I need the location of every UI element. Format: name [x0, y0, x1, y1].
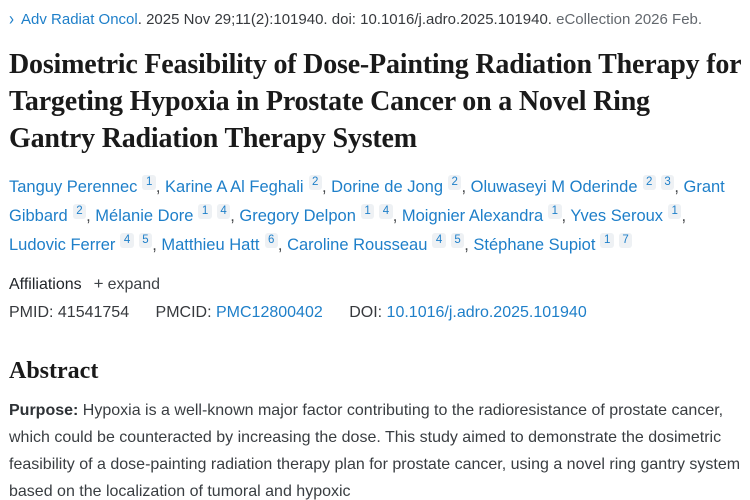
journal-toggle-chevron-icon[interactable]: › [9, 8, 14, 30]
author-separator: , [152, 236, 162, 254]
author-affiliation-sup[interactable]: 4 [216, 204, 231, 219]
author-link[interactable]: Tanguy Perennec [9, 178, 138, 196]
author-link[interactable]: Yves Seroux [570, 207, 664, 225]
pmid-segment: PMID: 41541754 [9, 304, 129, 321]
pmcid-label: PMCID: [155, 304, 212, 321]
affiliations-expand-button[interactable]: + expand [94, 272, 160, 297]
author-separator: , [155, 178, 166, 196]
author-separator: , [681, 207, 687, 225]
doi-segment: DOI: 10.1016/j.adro.2025.101940 [349, 304, 587, 321]
author-separator: , [321, 178, 332, 196]
affiliations-row: Affiliations + expand [9, 272, 742, 297]
author-separator: , [230, 207, 240, 225]
pmid-label: PMID: [9, 304, 54, 321]
author-link[interactable]: Moignier Alexandra [401, 207, 544, 225]
abstract-purpose-text: Hypoxia is a well-known major factor con… [9, 402, 741, 500]
author-link[interactable]: Gregory Delpon [239, 207, 356, 225]
author-link[interactable]: Grant Gibbard [9, 178, 725, 225]
author-link[interactable]: Mélanie Dore [95, 207, 194, 225]
author-list: Tanguy Perennec 1, Karine A Al Feghali 2, … [9, 173, 742, 260]
author-affiliation-sup[interactable]: 1 [360, 204, 375, 219]
author-affiliation-sup[interactable]: 1 [668, 204, 682, 219]
author-affiliation-sup[interactable]: 5 [138, 233, 153, 248]
author-link[interactable]: Ludovic Ferrer [9, 236, 116, 254]
author-link[interactable]: Dorine de Jong [331, 178, 444, 196]
author-link[interactable]: Stéphane Supiot [473, 236, 596, 254]
author-affiliation-sup[interactable]: 4 [379, 204, 393, 219]
pmcid-link[interactable]: PMC12800402 [216, 304, 323, 321]
doi-label: DOI: [349, 304, 383, 321]
pmcid-segment: PMCID: PMC12800402 [156, 304, 323, 321]
author-affiliation-sup[interactable]: 7 [618, 233, 633, 248]
author-separator: , [392, 207, 402, 225]
plus-icon: + [93, 274, 104, 293]
author-affiliation-sup[interactable]: 3 [660, 175, 675, 190]
author-link[interactable]: Caroline Rousseau [287, 236, 428, 254]
author-affiliation-sup[interactable]: 4 [432, 233, 446, 248]
author-affiliation-sup[interactable]: 2 [642, 175, 656, 190]
ecollection-text: eCollection 2026 Feb. [556, 11, 703, 28]
author-separator: , [674, 178, 684, 196]
journal-name-link[interactable]: Adv Radiat Oncol [21, 11, 138, 28]
journal-citation: › Adv Radiat Oncol. 2025 Nov 29;11(2):101… [9, 8, 742, 32]
citation-details: . 2025 Nov 29;11(2):101940. doi: 10.1016… [137, 11, 552, 28]
author-affiliation-sup[interactable]: 5 [450, 233, 465, 248]
author-affiliation-sup[interactable]: 1 [142, 175, 156, 190]
author-affiliation-sup[interactable]: 2 [448, 175, 462, 190]
author-affiliation-sup[interactable]: 2 [72, 204, 87, 219]
abstract-paragraph: Purpose: Hypoxia is a well-known major f… [9, 397, 742, 500]
author-link[interactable]: Matthieu Hatt [161, 236, 260, 254]
article-title: Dosimetric Feasibility of Dose-Painting … [9, 49, 741, 154]
author-separator: , [461, 178, 471, 196]
author-affiliation-sup[interactable]: 6 [264, 233, 278, 248]
author-separator: , [277, 236, 288, 254]
author-affiliation-sup[interactable]: 1 [198, 204, 212, 219]
author-affiliation-sup[interactable]: 1 [600, 233, 614, 248]
author-separator: , [561, 207, 571, 225]
author-affiliation-sup[interactable]: 2 [308, 175, 322, 190]
author-affiliation-sup[interactable]: 4 [120, 233, 134, 248]
author-affiliation-sup[interactable]: 1 [548, 204, 562, 219]
author-link[interactable]: Karine A Al Feghali [165, 178, 304, 196]
expand-label: expand [107, 276, 161, 293]
pmid-value: 41541754 [57, 304, 130, 321]
affiliations-label: Affiliations [9, 276, 82, 293]
author-separator: , [86, 207, 96, 225]
identifiers-row: PMID: 41541754 PMCID: PMC12800402 DOI: 1… [9, 301, 742, 325]
abstract-heading: Abstract [9, 358, 99, 384]
author-separator: , [464, 236, 474, 254]
abstract-purpose-label: Purpose: [9, 402, 79, 419]
author-link[interactable]: Oluwaseyi M Oderinde [470, 178, 638, 196]
doi-link[interactable]: 10.1016/j.adro.2025.101940 [386, 304, 587, 321]
